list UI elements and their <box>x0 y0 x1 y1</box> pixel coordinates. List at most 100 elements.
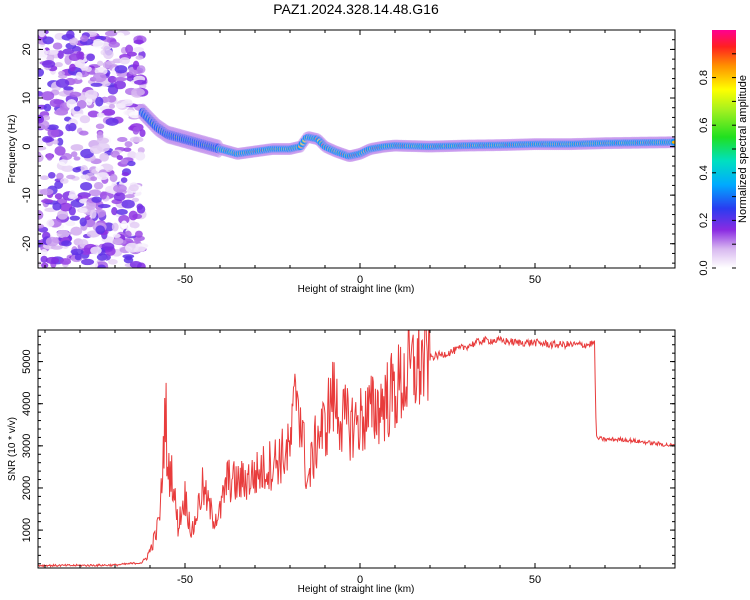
noise-blob <box>57 50 64 59</box>
noise-blob <box>78 130 89 136</box>
noise-blob <box>120 177 128 184</box>
noise-blob <box>114 65 128 74</box>
noise-blob <box>78 207 88 213</box>
noise-blob <box>110 150 120 158</box>
noise-blob <box>108 103 116 109</box>
spectrogram-panel: -50 0 50 -20 -10 0 10 20 Height of straight lin… <box>7 29 676 295</box>
noise-blob <box>76 100 87 109</box>
noise-blob <box>128 184 139 192</box>
noise-blob <box>40 249 48 256</box>
noise-blob <box>134 151 146 161</box>
noise-blob <box>124 194 135 199</box>
x-tick-label: 0 <box>357 574 363 586</box>
y-tick-label: 5000 <box>21 349 33 373</box>
spectrogram-y-label: Frequency (Hz) <box>7 115 18 184</box>
noise-blob <box>68 122 77 132</box>
noise-blob <box>38 30 46 38</box>
noise-blob <box>59 258 72 265</box>
noise-blob <box>113 192 126 202</box>
noise-blob <box>96 142 110 153</box>
noise-blob <box>88 189 102 197</box>
noise-blob <box>97 204 111 209</box>
noise-blob <box>73 156 81 161</box>
noise-blob <box>62 48 74 55</box>
noise-blob <box>81 258 95 266</box>
noise-blob <box>68 190 76 199</box>
noise-blob <box>95 225 106 235</box>
noise-blob <box>38 68 45 77</box>
noise-blob <box>54 109 69 116</box>
noise-blob <box>105 117 119 126</box>
noise-blob <box>54 146 66 156</box>
noise-blob <box>85 66 92 72</box>
noise-blob <box>116 209 128 216</box>
noise-blob <box>112 233 121 238</box>
noise-blob <box>61 153 73 161</box>
noise-blob <box>43 103 52 112</box>
y-tick-label: 10 <box>21 92 33 104</box>
noise-blob <box>115 32 125 39</box>
noise-blob <box>121 172 130 177</box>
noise-blob <box>125 255 133 261</box>
y-tick-label: 1000 <box>21 518 33 542</box>
noise-blob <box>117 136 128 143</box>
noise-blob <box>70 226 83 236</box>
snr-y-label: SNR (10 * v/v) <box>7 417 18 481</box>
noise-blob <box>129 260 142 268</box>
noise-blob <box>86 53 95 62</box>
noise-blob <box>125 44 134 54</box>
noise-blob <box>50 245 63 250</box>
noise-blob <box>56 137 64 146</box>
noise-blob <box>108 41 120 48</box>
y-tick-label: 2000 <box>21 476 33 500</box>
noise-blob <box>38 223 44 229</box>
noise-blob <box>84 215 91 220</box>
noise-blob <box>135 55 144 60</box>
noise-blob <box>47 171 56 179</box>
noise-blob <box>38 141 43 147</box>
noise-blob <box>41 198 54 204</box>
noise-blob <box>52 42 63 50</box>
noise-blob <box>75 71 83 81</box>
noise-blob <box>107 259 118 265</box>
noise-blob <box>113 184 127 193</box>
noise-blob <box>69 63 76 72</box>
noise-blob <box>90 82 103 87</box>
noise-blob <box>116 155 123 161</box>
noise-blob <box>66 30 75 40</box>
noise-blob <box>81 123 92 133</box>
noise-blob <box>97 264 106 268</box>
noise-blob <box>58 159 73 167</box>
noise-blob <box>46 124 59 131</box>
noise-blob <box>120 100 133 107</box>
noise-blob <box>131 87 145 97</box>
noise-blob <box>127 151 137 159</box>
noise-blob <box>54 180 64 190</box>
snr-frame <box>37 329 676 569</box>
noise-blob <box>124 141 133 148</box>
noise-blob <box>74 253 82 261</box>
noise-blob <box>61 240 72 247</box>
noise-blob <box>93 181 104 190</box>
spectrogram-ticks: -50 0 50 -20 -10 0 10 20 <box>21 29 676 286</box>
noise-blob <box>87 110 100 118</box>
chart-title: PAZ1.2024.328.14.48.G16 <box>273 1 439 17</box>
noise-blob <box>72 167 82 173</box>
noise-blob <box>124 230 132 238</box>
noise-blob <box>120 220 128 229</box>
noise-blob <box>90 176 98 182</box>
noise-blob <box>95 123 105 130</box>
noise-blob <box>119 57 130 65</box>
noise-blob <box>120 158 129 165</box>
noise-blob <box>92 72 107 83</box>
noise-blob <box>107 75 117 84</box>
noise-blob <box>112 237 124 245</box>
noise-blob <box>95 96 104 107</box>
noise-blob <box>97 60 104 67</box>
noise-blob <box>69 91 82 97</box>
x-tick-label: 50 <box>529 574 541 586</box>
noise-blob <box>92 38 104 49</box>
colorbar-ticks: 0.0 0.2 0.4 0.6 0.8 <box>698 53 736 276</box>
snr-marks <box>38 330 675 568</box>
